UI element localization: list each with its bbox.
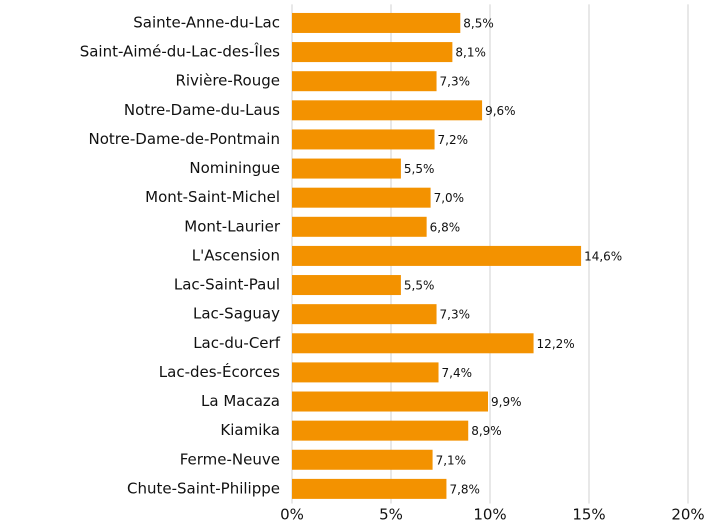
value-label: 5,5% bbox=[404, 279, 435, 293]
bar bbox=[292, 158, 401, 179]
x-tick-label: 0% bbox=[280, 506, 304, 524]
y-tick-label: La Macaza bbox=[201, 392, 280, 410]
y-tick-label: Notre-Dame-de-Pontmain bbox=[89, 130, 280, 148]
y-tick-label: Lac-des-Écorces bbox=[159, 362, 280, 381]
value-label: 12,2% bbox=[537, 337, 575, 351]
y-tick-label: Lac-du-Cerf bbox=[193, 334, 281, 352]
y-tick-label: Kiamika bbox=[220, 421, 280, 439]
bar bbox=[292, 187, 431, 208]
value-label: 5,5% bbox=[404, 162, 435, 176]
bar bbox=[292, 216, 427, 237]
bar bbox=[292, 129, 435, 150]
x-tick-label: 10% bbox=[473, 506, 506, 524]
y-tick-label: Lac-Saguay bbox=[193, 305, 280, 323]
bar bbox=[292, 100, 483, 121]
bar bbox=[292, 362, 439, 383]
bar bbox=[292, 42, 453, 63]
y-tick-label: Lac-Saint-Paul bbox=[174, 276, 280, 294]
value-label: 9,9% bbox=[491, 395, 522, 409]
value-label: 7,0% bbox=[434, 191, 465, 205]
bar bbox=[292, 391, 489, 412]
bar bbox=[292, 71, 437, 92]
y-tick-label: Rivière-Rouge bbox=[175, 72, 280, 90]
bar bbox=[292, 420, 469, 441]
value-label: 6,8% bbox=[430, 220, 461, 234]
x-tick-label: 20% bbox=[671, 506, 704, 524]
value-label: 8,9% bbox=[471, 424, 502, 438]
bar bbox=[292, 304, 437, 325]
value-label: 7,1% bbox=[436, 453, 467, 467]
value-label: 7,3% bbox=[440, 308, 471, 322]
x-tick-label: 5% bbox=[379, 506, 403, 524]
y-tick-label: Sainte-Anne-du-Lac bbox=[133, 13, 280, 31]
value-label: 7,8% bbox=[449, 482, 480, 496]
y-tick-label: Chute-Saint-Philippe bbox=[127, 479, 280, 497]
value-label: 7,4% bbox=[442, 366, 473, 380]
value-label: 14,6% bbox=[584, 249, 622, 263]
y-tick-label: Saint-Aimé-du-Lac-des-Îles bbox=[80, 42, 280, 61]
value-label: 7,2% bbox=[438, 133, 469, 147]
bar bbox=[292, 333, 534, 354]
bar bbox=[292, 478, 447, 499]
value-label: 7,3% bbox=[440, 75, 471, 89]
y-tick-label: L'Ascension bbox=[192, 246, 280, 264]
value-label: 9,6% bbox=[485, 104, 515, 118]
bar bbox=[292, 12, 461, 33]
bar bbox=[292, 245, 582, 266]
x-tick-label: 15% bbox=[572, 506, 605, 524]
bar bbox=[292, 449, 433, 470]
y-tick-label: Mont-Laurier bbox=[184, 217, 281, 235]
y-tick-label: Mont-Saint-Michel bbox=[145, 188, 280, 206]
y-tick-label: Notre-Dame-du-Laus bbox=[124, 101, 280, 119]
value-label: 8,5% bbox=[463, 16, 494, 30]
y-tick-label: Ferme-Neuve bbox=[180, 450, 280, 468]
y-tick-label: Nominingue bbox=[189, 159, 280, 177]
value-label: 8,1% bbox=[455, 46, 486, 60]
bar bbox=[292, 275, 401, 296]
